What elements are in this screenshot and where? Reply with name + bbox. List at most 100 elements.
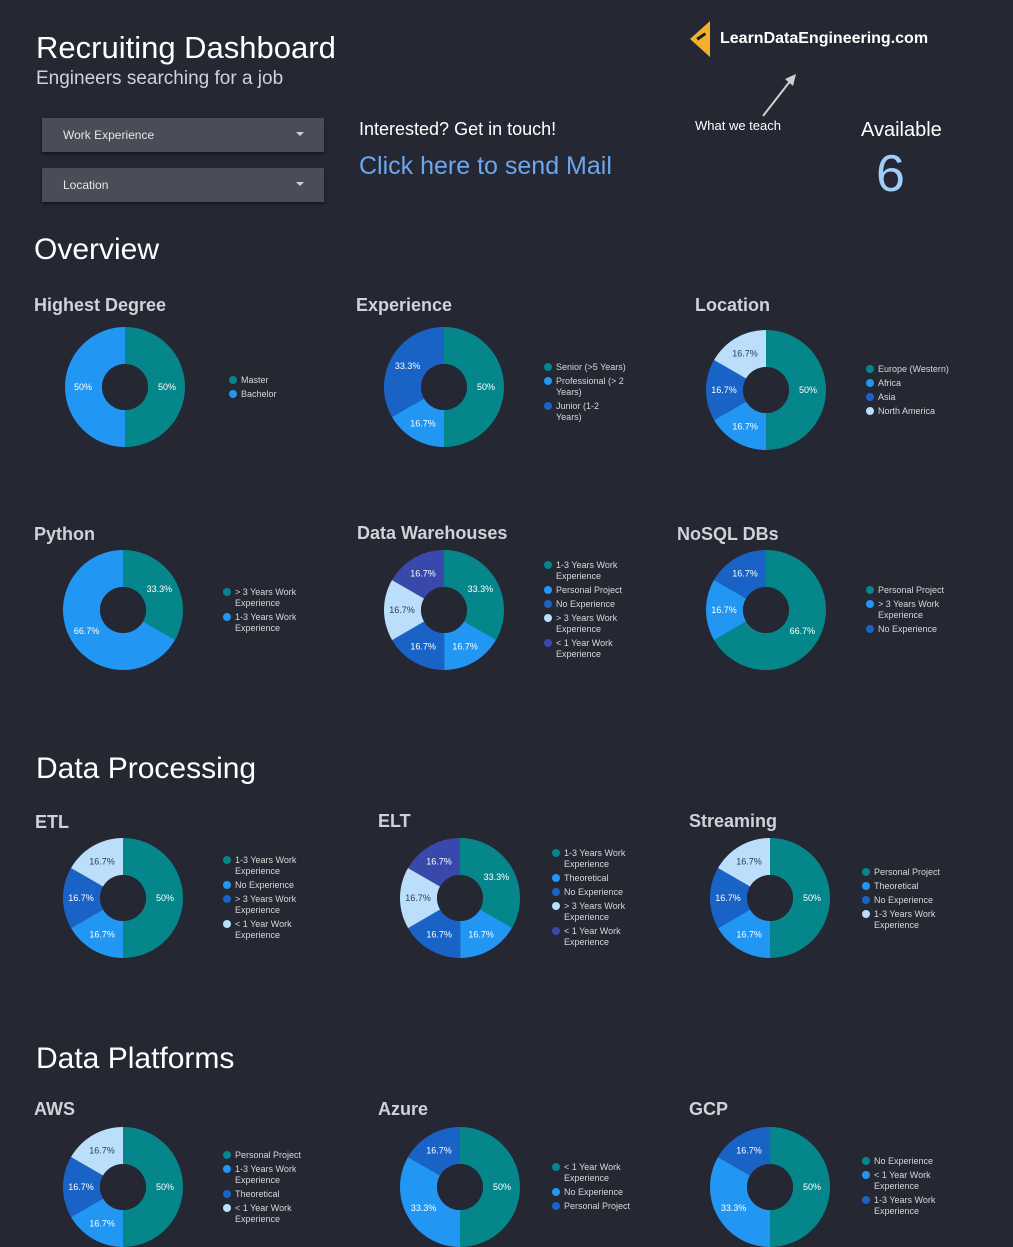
legend-item[interactable]: 1-3 Years Work Experience [862,1195,952,1217]
nosql-dbs-donut-chart[interactable]: 66.7% 16.7% 16.7% [706,550,826,670]
legend-item[interactable]: Personal Project [552,1201,634,1212]
legend-item[interactable]: < 1 Year Work Experience [223,1203,305,1225]
azure-slice-1-year-work-experience[interactable] [460,1127,520,1247]
legend-item[interactable]: < 1 Year Work Experience [223,919,305,941]
python-slice-1-3-years-work-experience[interactable] [63,550,176,670]
streaming-slice-theoretical[interactable] [718,909,771,958]
streaming-donut-chart[interactable]: 50% 16.7% 16.7% 16.7% [710,838,830,958]
highest-degree-slice-master[interactable] [125,327,185,447]
legend-item[interactable]: > 3 Years Work Experience [552,901,634,923]
location-slice-africa[interactable] [714,401,767,450]
work-experience-filter[interactable]: Work Experience [42,118,324,152]
python-donut-chart[interactable]: 33.3% 66.7% [63,550,183,670]
experience-slice-junior-1-2-years[interactable] [384,327,444,417]
legend-item[interactable]: No Experience [223,880,305,891]
legend-item[interactable]: 1-3 Years Work Experience [544,560,626,582]
legend-item[interactable]: 1-3 Years Work Experience [223,855,305,877]
highest-degree-donut-chart[interactable]: 50% 50% [65,327,185,447]
experience-slice-professional-2-years[interactable] [391,398,444,447]
elt-slice-no-experience[interactable] [408,909,461,958]
etl-slice-1-3-years-work-experience[interactable] [123,838,183,958]
elt-slice-theoretical[interactable] [460,909,513,958]
location-donut-chart[interactable]: 50% 16.7% 16.7% 16.7% [706,330,826,450]
data-warehouses-slice-1-year-work-experience[interactable] [392,550,444,599]
legend-item[interactable]: < 1 Year Work Experience [552,926,634,948]
legend-item[interactable]: Professional (> 2 Years) [544,376,626,398]
highest-degree-slice-bachelor[interactable] [65,327,125,447]
legend-item[interactable]: > 3 Years Work Experience [223,587,305,609]
legend-item[interactable]: 1-3 Years Work Experience [223,612,305,634]
legend-item[interactable]: Europe (Western) [866,364,956,375]
legend-item[interactable]: < 1 Year Work Experience [862,1170,952,1192]
legend-item[interactable]: < 1 Year Work Experience [552,1162,634,1184]
azure-slice-personal-project[interactable] [407,1127,460,1176]
legend-item[interactable]: Personal Project [223,1150,305,1161]
location-filter[interactable]: Location [42,168,324,202]
gcp-slice-1-3-years-work-experience[interactable] [717,1127,770,1176]
location-slice-north-america[interactable] [714,330,766,379]
legend-item[interactable]: Master [229,375,311,386]
legend-item[interactable]: < 1 Year Work Experience [544,638,626,660]
aws-slice-1-year-work-experience[interactable] [71,1127,123,1176]
legend-item[interactable]: No Experience [862,1156,952,1167]
legend-item[interactable]: 1-3 Years Work Experience [862,909,952,931]
elt-donut-chart[interactable]: 33.3% 16.7% 16.7% 16.7% 16.7% [400,838,520,958]
gcp-donut-chart[interactable]: 50% 33.3% 16.7% [710,1127,830,1247]
streaming-slice-no-experience[interactable] [710,868,751,929]
etl-slice-3-years-work-experience[interactable] [63,868,104,929]
aws-slice-1-3-years-work-experience[interactable] [71,1198,124,1247]
etl-slice-no-experience[interactable] [71,909,124,958]
aws-slice-personal-project[interactable] [123,1127,183,1247]
etl-slice-1-year-work-experience[interactable] [71,838,123,887]
data-warehouses-slice-personal-project[interactable] [444,621,497,670]
legend-item[interactable]: Asia [866,392,956,403]
nosql-dbs-slice-3-years-work-experience[interactable] [706,580,747,641]
gcp-slice-1-year-work-experience[interactable] [710,1157,770,1247]
gcp-slice-no-experience[interactable] [770,1127,830,1247]
streaming-slice-personal-project[interactable] [770,838,830,958]
experience-slice-senior-5-years[interactable] [444,327,504,447]
azure-donut-chart[interactable]: 50% 33.3% 16.7% [400,1127,520,1247]
streaming-slice-1-3-years-work-experience[interactable] [718,838,770,887]
legend-item[interactable]: Bachelor [229,389,311,400]
legend-item[interactable]: Senior (>5 Years) [544,362,626,373]
legend-item[interactable]: No Experience [544,599,626,610]
nosql-dbs-slice-personal-project[interactable] [714,550,826,670]
data-warehouses-slice-3-years-work-experience[interactable] [384,580,425,641]
legend-item[interactable]: No Experience [862,895,952,906]
legend-item[interactable]: > 3 Years Work Experience [223,894,305,916]
data-warehouses-slice-1-3-years-work-experience[interactable] [444,550,504,640]
legend-item[interactable]: No Experience [552,887,634,898]
legend-item[interactable]: > 3 Years Work Experience [544,613,626,635]
legend-item[interactable]: Theoretical [552,873,634,884]
elt-slice-3-years-work-experience[interactable] [400,868,441,929]
experience-donut-chart[interactable]: 50% 16.7% 33.3% [384,327,504,447]
legend-item[interactable]: Personal Project [544,585,626,596]
legend-item[interactable]: No Experience [866,624,956,635]
legend-item[interactable]: No Experience [552,1187,634,1198]
elt-slice-1-year-work-experience[interactable] [408,838,460,887]
data-warehouses-slice-no-experience[interactable] [392,621,445,670]
nosql-dbs-slice-no-experience[interactable] [714,550,766,599]
data-warehouses-donut-chart[interactable]: 33.3% 16.7% 16.7% 16.7% 16.7% [384,550,504,670]
location-slice-asia[interactable] [706,360,747,421]
location-slice-europe-western[interactable] [766,330,826,450]
logo[interactable]: LearnDataEngineering.com [690,21,950,57]
legend-item[interactable]: Personal Project [862,867,952,878]
legend-item[interactable]: Theoretical [862,881,952,892]
legend-item[interactable]: 1-3 Years Work Experience [223,1164,305,1186]
legend-item[interactable]: Junior (1-2 Years) [544,401,626,423]
azure-slice-no-experience[interactable] [400,1157,460,1247]
legend-item[interactable]: Africa [866,378,956,389]
elt-slice-1-3-years-work-experience[interactable] [460,838,520,928]
aws-slice-theoretical[interactable] [63,1157,104,1218]
legend-item[interactable]: 1-3 Years Work Experience [552,848,634,870]
etl-donut-chart[interactable]: 50% 16.7% 16.7% 16.7% [63,838,183,958]
legend-item[interactable]: Personal Project [866,585,956,596]
aws-donut-chart[interactable]: 50% 16.7% 16.7% 16.7% [63,1127,183,1247]
legend-item[interactable]: North America [866,406,956,417]
python-slice-3-years-work-experience[interactable] [123,550,183,640]
send-mail-link[interactable]: Click here to send Mail [359,152,612,180]
legend-item[interactable]: Theoretical [223,1189,305,1200]
legend-item[interactable]: > 3 Years Work Experience [866,599,956,621]
